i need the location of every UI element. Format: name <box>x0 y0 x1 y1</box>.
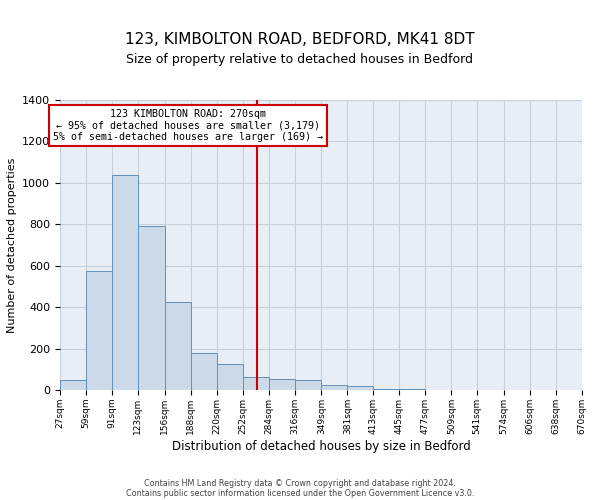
Bar <box>322 385 347 390</box>
X-axis label: Distribution of detached houses by size in Bedford: Distribution of detached houses by size … <box>172 440 470 452</box>
Bar <box>217 364 242 390</box>
Bar <box>242 376 269 390</box>
Bar <box>191 352 217 390</box>
Bar <box>347 386 373 390</box>
Bar <box>165 302 191 390</box>
Bar <box>60 380 86 390</box>
Text: 123 KIMBOLTON ROAD: 270sqm
← 95% of detached houses are smaller (3,179)
5% of se: 123 KIMBOLTON ROAD: 270sqm ← 95% of deta… <box>53 108 323 142</box>
Text: Size of property relative to detached houses in Bedford: Size of property relative to detached ho… <box>127 52 473 66</box>
Text: Contains HM Land Registry data © Crown copyright and database right 2024.: Contains HM Land Registry data © Crown c… <box>144 478 456 488</box>
Bar <box>112 174 138 390</box>
Bar <box>295 380 322 390</box>
Bar <box>86 271 112 390</box>
Bar <box>269 378 295 390</box>
Bar <box>373 389 400 390</box>
Y-axis label: Number of detached properties: Number of detached properties <box>7 158 17 332</box>
Text: 123, KIMBOLTON ROAD, BEDFORD, MK41 8DT: 123, KIMBOLTON ROAD, BEDFORD, MK41 8DT <box>125 32 475 48</box>
Bar <box>138 226 165 390</box>
Text: Contains public sector information licensed under the Open Government Licence v3: Contains public sector information licen… <box>126 488 474 498</box>
